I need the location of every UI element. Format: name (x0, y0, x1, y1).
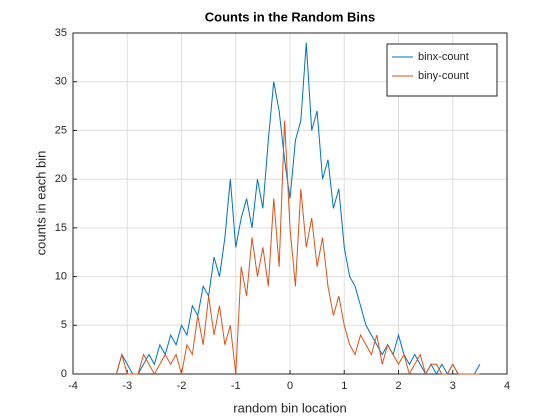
legend-box (386, 43, 498, 97)
x-tick-label: 1 (341, 380, 347, 392)
x-tick-label: -4 (68, 380, 78, 392)
x-tick-label: 4 (504, 380, 510, 392)
chart-title: Counts in the Random Bins (205, 9, 375, 24)
y-axis-label: counts in each bin (33, 151, 48, 256)
y-tick-label: 25 (55, 124, 67, 136)
x-tick-label: -2 (177, 380, 187, 392)
y-tick-label: 15 (55, 222, 67, 234)
y-tick-label: 30 (55, 76, 67, 88)
x-tick-label: 0 (287, 380, 293, 392)
series-line (115, 42, 481, 376)
x-axis-label: random bin location (233, 400, 346, 415)
x-tick-label: 2 (395, 380, 401, 392)
x-tick-label: -3 (122, 380, 132, 392)
x-tick-label: 3 (450, 380, 456, 392)
y-tick-label: 10 (55, 270, 67, 282)
y-tick-label: 5 (61, 319, 67, 331)
legend-label: biny-count (418, 70, 469, 82)
y-tick-label: 35 (55, 27, 67, 39)
y-tick-label: 0 (61, 368, 67, 380)
x-tick-label: -1 (231, 380, 241, 392)
y-tick-label: 20 (55, 173, 67, 185)
axes-box (72, 32, 508, 375)
series-line (115, 120, 480, 376)
legend-label: binx-count (418, 51, 469, 63)
